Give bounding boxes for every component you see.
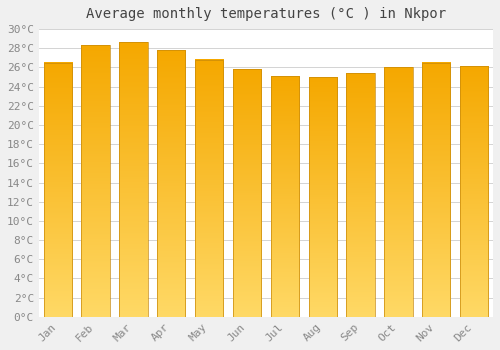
- Bar: [308, 77, 337, 317]
- Bar: [270, 76, 299, 317]
- Bar: [195, 60, 224, 317]
- Bar: [460, 66, 488, 317]
- Bar: [346, 73, 375, 317]
- Bar: [157, 50, 186, 317]
- Bar: [422, 63, 450, 317]
- Bar: [233, 69, 261, 317]
- Title: Average monthly temperatures (°C ) in Nkpor: Average monthly temperatures (°C ) in Nk…: [86, 7, 446, 21]
- Bar: [384, 68, 412, 317]
- Bar: [82, 46, 110, 317]
- Bar: [119, 42, 148, 317]
- Bar: [44, 63, 72, 317]
